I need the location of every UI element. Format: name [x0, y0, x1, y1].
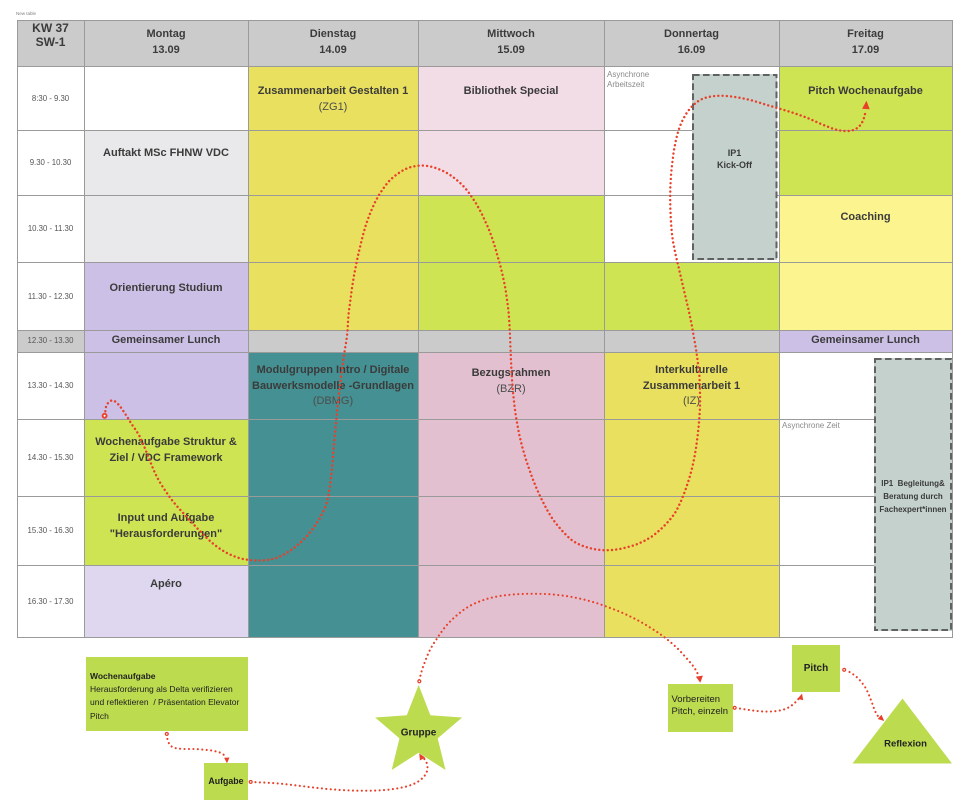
- svg-text:Reflexion: Reflexion: [884, 739, 927, 750]
- svg-text:Gruppe: Gruppe: [401, 728, 437, 739]
